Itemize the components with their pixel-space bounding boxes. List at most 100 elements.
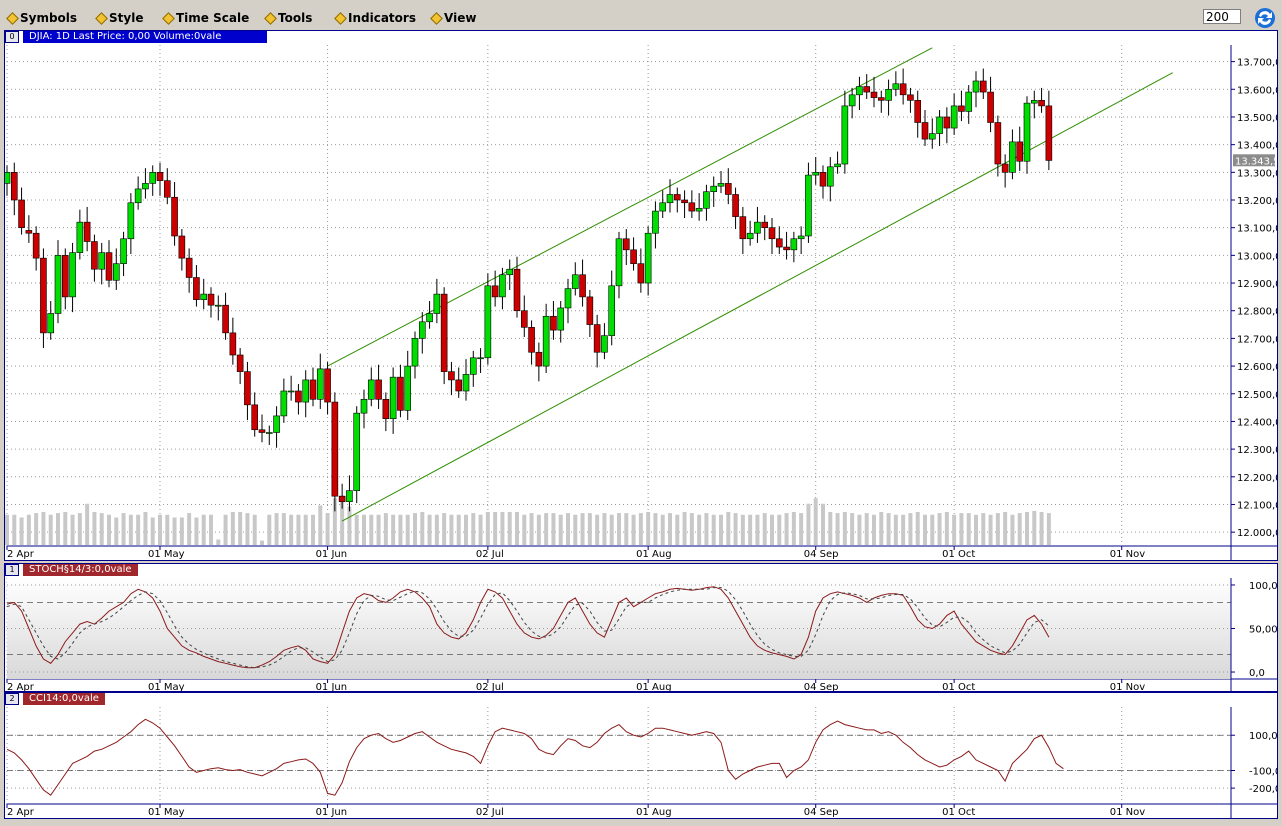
volume-bar [230, 512, 235, 545]
candle-body [18, 199, 25, 228]
panel-number[interactable]: 2 [5, 693, 19, 705]
candle-body [120, 238, 127, 264]
candle-body [105, 252, 113, 281]
candle-body [732, 194, 739, 217]
candle-body [550, 315, 557, 331]
volume-bar [944, 512, 949, 545]
menu-view[interactable]: View [430, 10, 477, 26]
volume-bar [522, 514, 527, 545]
last-price-tag [1233, 154, 1275, 167]
x-tick-label: 01 Nov [1110, 549, 1146, 560]
menu-indicators[interactable]: Indicators [334, 10, 416, 26]
volume-bar [631, 514, 636, 545]
candle-body [25, 230, 33, 234]
candle-body [724, 183, 732, 195]
stoch-panel-title[interactable]: STOCH§14/3:0,0vale [23, 564, 138, 576]
candle-body [1016, 141, 1024, 162]
menu-label: View [444, 11, 477, 25]
candle-body [775, 238, 783, 248]
volume-bar [405, 514, 410, 545]
candle-body [717, 183, 725, 187]
y-tick-label: -100,00 [1249, 766, 1277, 777]
candle-body [870, 91, 878, 98]
candle-body [542, 315, 550, 367]
panel-number[interactable]: 1 [5, 564, 19, 576]
x-tick-label: 2 Apr [7, 549, 35, 560]
candle-body [389, 376, 397, 419]
stoch-panel: 1 STOCH§14/3:0,0vale 2 Apr 01 May 01 Jun 02… [4, 563, 1278, 692]
menu-time-scale[interactable]: Time Scale [162, 10, 249, 26]
y-tick-label: 13.700,00 [1237, 58, 1277, 69]
x-tick-label: 01 Oct [942, 549, 975, 560]
channel-upper-line [327, 47, 933, 367]
volume-bar [653, 513, 658, 545]
stoch-panel-header: 1 STOCH§14/3:0,0vale [5, 564, 138, 576]
menu-symbols[interactable]: Symbols [6, 10, 77, 26]
menu-diamond-icon [6, 11, 19, 25]
price-chart[interactable]: 2 Apr 01 May 01 Jun 02 Jul 01 Aug 04 Sep 01 Oc… [5, 31, 1277, 560]
candle-body [462, 374, 470, 392]
candle-body [907, 94, 914, 101]
volume-bar [1039, 512, 1044, 545]
x-tick-label: 04 Sep [804, 682, 839, 691]
candle-body [754, 221, 761, 234]
cci-chart[interactable]: 2 Apr 01 May 01 Jun 02 Jul 01 Aug 04 Sep 01 Oc… [5, 693, 1277, 818]
volume-bar [529, 513, 534, 545]
candle-body [484, 285, 492, 359]
volume-bar [274, 513, 279, 545]
volume-bar [1010, 514, 1015, 545]
candle-body [499, 274, 506, 298]
candle-body [287, 390, 295, 393]
candle-body [448, 371, 455, 381]
candle-body [703, 191, 710, 209]
volume-bar [245, 513, 250, 545]
volume-bar [471, 513, 476, 545]
refresh-icon[interactable] [1254, 7, 1276, 29]
candle-body [841, 105, 849, 165]
cci-panel: 2 CCI14:0,0vale 2 Apr 01 May 01 Jun 02 Jul 0… [4, 692, 1278, 819]
y-tick-label: 13.500,00 [1237, 113, 1277, 124]
volume-bar [507, 512, 512, 545]
volume-bar [56, 513, 60, 545]
candle-body [455, 379, 463, 392]
candle-body [163, 180, 171, 198]
candle-body [477, 357, 484, 360]
menu-style[interactable]: Style [95, 10, 143, 26]
stoch-chart[interactable]: 2 Apr 01 May 01 Jun 02 Jul 01 Aug 04 Sep 01 Oc… [5, 564, 1277, 691]
x-tick-label: 04 Sep [804, 549, 839, 560]
candle-body [54, 255, 62, 314]
volume-bar [26, 514, 31, 545]
volume-bar [376, 514, 381, 545]
candle-body [637, 263, 645, 284]
x-tick-label: 02 Jul [476, 682, 504, 691]
price-panel-title[interactable]: DJIA: 1D Last Price: 0,00 Volume:0vale [23, 31, 267, 43]
volume-bar [34, 513, 39, 545]
candle-body [965, 91, 973, 112]
y-tick-label: 12.700,00 [1237, 334, 1277, 345]
x-tick-label: 01 Aug [636, 682, 671, 691]
bar-count-input[interactable]: 200 [1203, 9, 1241, 24]
y-tick-label: 12.300,00 [1237, 445, 1277, 456]
panel-number[interactable]: 0 [5, 31, 19, 43]
volume-bar [456, 514, 461, 545]
x-tick-label: 01 May [148, 682, 185, 691]
volume-bar [289, 514, 294, 545]
menu-tools[interactable]: Tools [264, 10, 312, 26]
volume-bar [850, 513, 855, 545]
x-tick-label: 2 Apr [7, 682, 35, 691]
volume-bar [974, 514, 978, 545]
candle-body [746, 232, 754, 240]
candle-body [178, 235, 186, 259]
candle-body [1023, 102, 1031, 162]
candle-body [506, 268, 514, 276]
volume-bar [128, 514, 133, 545]
candle-body [1045, 105, 1053, 161]
x-tick-label: 02 Jul [476, 549, 504, 560]
candle-body [346, 490, 353, 503]
volume-bar [340, 495, 345, 545]
y-tick-label: 100,00 [1249, 731, 1277, 742]
cci-panel-title[interactable]: CCI14:0,0vale [23, 693, 105, 705]
candle-body [360, 398, 368, 414]
volume-bar [92, 512, 97, 545]
x-tick-label: 01 Nov [1110, 682, 1146, 691]
